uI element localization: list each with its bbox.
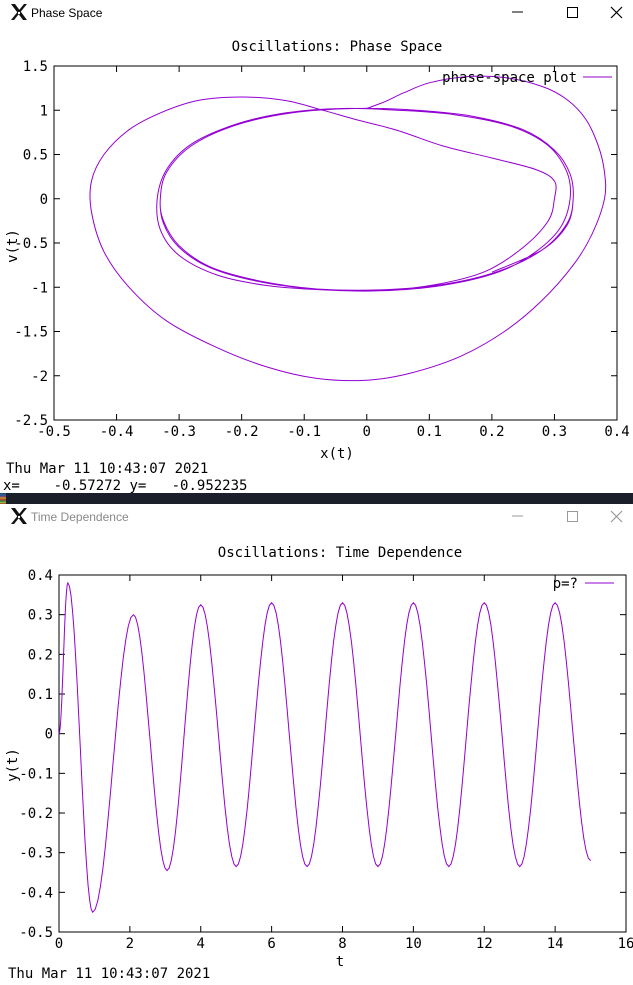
x-tick-label: 6 [267, 936, 275, 952]
legend-label: phase-space plot [442, 70, 577, 86]
y-tick-label: 1.5 [23, 59, 48, 75]
time-dependence-chart: Oscillations: Time Dependence 0 2 4 6 8 10 12 1… [5, 545, 633, 970]
minimize-button[interactable] [495, 504, 541, 530]
x-tick-label: 4 [197, 936, 205, 952]
x-tick-label: 0.2 [479, 424, 504, 440]
plot-frame [53, 65, 618, 421]
window-title: Phase Space [31, 6, 103, 20]
x-value: -0.57272 [53, 478, 122, 493]
maximize-icon [567, 7, 578, 18]
x-tick-label: -0.1 [287, 424, 321, 440]
desktop-background [0, 493, 6, 504]
y-tick-label: -1 [31, 280, 48, 296]
y-tick-label: 0.4 [28, 568, 53, 584]
y-tick-label: 0 [45, 727, 53, 743]
y-value: -0.952235 [171, 478, 248, 493]
x-tick-label: 12 [476, 936, 493, 952]
y-axis-label: v(t) [5, 229, 21, 263]
x-tick-label: -0.3 [162, 424, 196, 440]
maximize-icon [567, 511, 578, 522]
legend-label: p=? [553, 576, 578, 592]
y-tick-label: -0.3 [19, 846, 53, 862]
x-tick-label: 0.4 [604, 424, 629, 440]
axis-ticks: 0 2 4 6 8 10 12 14 16 -0.5 -0.4 -0.3 -0.2 -0.1 0 0.1 0.2… [19, 568, 633, 952]
x-tick-label: -0.2 [225, 424, 259, 440]
phase-space-window: Phase Space Oscillations: Phase Space -0… [0, 0, 633, 493]
chart-title: Oscillations: Time Dependence [218, 545, 462, 561]
close-icon [610, 6, 623, 19]
series-line-phase-space-plot [89, 75, 607, 382]
plot-frame [58, 574, 627, 933]
title-bar[interactable]: Phase Space [0, 0, 633, 26]
x-tick-label: 8 [338, 936, 346, 952]
x-tick-label: 10 [405, 936, 422, 952]
y-tick-label: -2.5 [14, 413, 48, 429]
y-tick-label: 0.3 [28, 608, 53, 624]
time-dependence-window: Time Dependence Oscillations: Time Depen… [0, 504, 633, 985]
x-tick-label: 16 [618, 936, 633, 952]
y-axis-label: y(t) [5, 748, 21, 782]
minimize-icon [512, 515, 523, 517]
mouse-coordinates: x= -0.57272 y= -0.952235 [3, 478, 247, 493]
y-label: y= [129, 478, 147, 493]
y-tick-label: -0.5 [19, 925, 53, 941]
y-tick-label: -2 [31, 369, 48, 385]
window-title: Time Dependence [31, 510, 129, 524]
y-tick-label: -0.2 [19, 806, 53, 822]
minimize-icon [512, 11, 523, 13]
y-tick-label: 0 [40, 192, 48, 208]
x-tick-label: 0.1 [417, 424, 442, 440]
close-button[interactable] [594, 0, 633, 26]
x-tick-label: -0.4 [100, 424, 134, 440]
title-bar[interactable]: Time Dependence [0, 504, 633, 530]
series-line-p [58, 581, 591, 914]
x-label: x= [3, 478, 20, 493]
maximize-button[interactable] [550, 504, 596, 530]
x-tick-label: -0.5 [37, 424, 71, 440]
y-tick-label: -1.5 [14, 325, 48, 341]
y-tick-label: -0.5 [14, 236, 48, 252]
close-icon [610, 510, 623, 523]
chart-title: Oscillations: Phase Space [232, 39, 443, 55]
x-axis-label: t [336, 954, 344, 970]
x-tick-label: 0 [363, 424, 371, 440]
y-tick-label: 0.2 [28, 647, 53, 663]
footer-timestamp: Thu Mar 11 10:43:07 2021 [6, 461, 209, 477]
x-tick-label: 0 [55, 936, 63, 952]
x-window-logo-icon [11, 508, 27, 524]
x-tick-label: 0.3 [542, 424, 567, 440]
y-tick-label: 1 [40, 103, 48, 119]
close-button[interactable] [594, 504, 633, 530]
y-tick-label: -0.4 [19, 885, 53, 901]
x-window-logo-icon [11, 4, 27, 20]
maximize-button[interactable] [550, 0, 596, 26]
y-tick-label: -0.1 [19, 766, 53, 782]
minimize-button[interactable] [495, 0, 541, 26]
x-axis-label: x(t) [320, 446, 354, 462]
axis-ticks: -0.5 -0.4 -0.3 -0.2 -0.1 0 0.1 0.2 0.3 0.4 -2.5 -2 -… [14, 59, 629, 440]
x-tick-label: 2 [126, 936, 134, 952]
y-tick-label: 0.5 [23, 148, 48, 164]
x-tick-label: 14 [547, 936, 564, 952]
phase-space-chart: Oscillations: Phase Space -0.5 -0.4 -0.3 -0… [5, 39, 630, 462]
footer-timestamp: Thu Mar 11 10:43:07 2021 [8, 966, 211, 982]
y-tick-label: 0.1 [28, 687, 53, 703]
